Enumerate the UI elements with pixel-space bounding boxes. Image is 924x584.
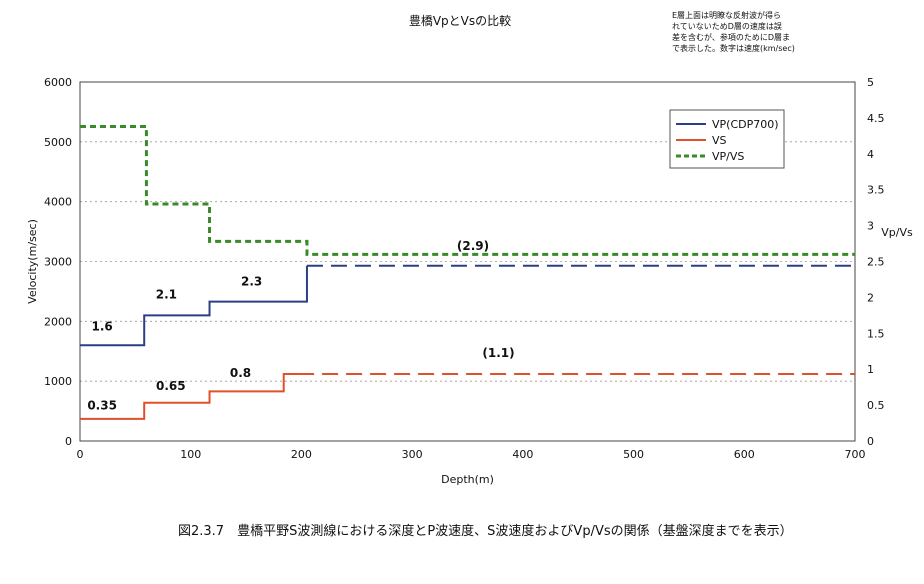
series-lines [80,125,855,420]
chart-note-line: れていないためD層の速度は誤 [672,22,782,31]
y-tick-label: 0 [65,435,72,448]
y-tick-label: 4000 [44,196,72,209]
y2-tick-label: 3.5 [867,184,885,197]
chart-note-line: E層上面は明瞭な反射波が得ら [672,11,782,20]
series-line-vs [80,372,299,420]
grid [80,141,855,382]
y2-tick-label: 0.5 [867,399,885,412]
data-label: 0.65 [156,379,186,393]
data-label: (1.1) [482,346,514,360]
chart-note-line: で表示した。数字は速度(km/sec) [672,44,795,53]
legend: VP(CDP700) VS VP/VS [669,109,785,169]
series-line-vp-cdp700 [80,265,308,347]
tick-labels: 0 100 200 300 400 500 600 700010002000300040005… [44,76,885,461]
legend-label: VP/VS [712,150,744,163]
data-label: (2.9) [457,239,489,253]
y2-tick-label: 4 [867,148,874,161]
y2-tick-label: 1.5 [867,327,885,340]
x-tick-label: 700 [845,448,866,461]
data-label: 0.35 [87,398,117,412]
chart-title: 豊橋VpとVsの比較 [408,14,512,28]
y-tick-label: 2000 [44,315,72,328]
y-tick-label: 1000 [44,375,72,388]
x-tick-label: 600 [734,448,755,461]
y2-tick-label: 4.5 [867,112,885,125]
y-tick-label: 5000 [44,136,72,149]
legend-label: VS [712,134,727,147]
data-label: 2.1 [156,288,177,302]
data-label: 1.6 [92,319,113,333]
data-labels: 1.6 2.1 2.3 (2.9) 0.35 0.65 0.8 (1.1) [87,239,514,412]
x-axis-label: Depth(m) [441,473,494,486]
y2-tick-label: 2.5 [867,256,885,269]
y2-tick-label: 5 [867,76,874,89]
chart-note-line: 差を含むが、参項のためにD層ま [672,33,790,42]
y2-axis-label: Vp/Vs [881,226,913,239]
x-tick-label: 200 [291,448,312,461]
figure-caption: 図2.3.7 豊橋平野S波測線における深度とP波速度、S波速度およびVp/Vsの… [178,524,793,539]
y-tick-label: 6000 [44,76,72,89]
data-label: 0.8 [230,366,251,380]
plot-frame [79,81,856,442]
y2-tick-label: 1 [867,363,874,376]
x-tick-label: 100 [180,448,201,461]
x-tick-label: 500 [623,448,644,461]
x-tick-label: 400 [512,448,533,461]
y2-tick-label: 0 [867,435,874,448]
y-axis-label: Velocity(m/sec) [26,219,39,304]
y2-tick-label: 3 [867,220,874,233]
chart-note: E層上面は明瞭な反射波が得ら れていないためD層の速度は誤 差を含むが、参項のた… [672,10,822,54]
series-line-vp-vs [80,125,855,256]
x-tick-label: 300 [402,448,423,461]
y2-tick-label: 2 [867,291,874,304]
y-tick-label: 3000 [44,256,72,269]
legend-label: VP(CDP700) [712,118,779,131]
x-tick-label: 0 [77,448,84,461]
data-label: 2.3 [241,274,262,288]
